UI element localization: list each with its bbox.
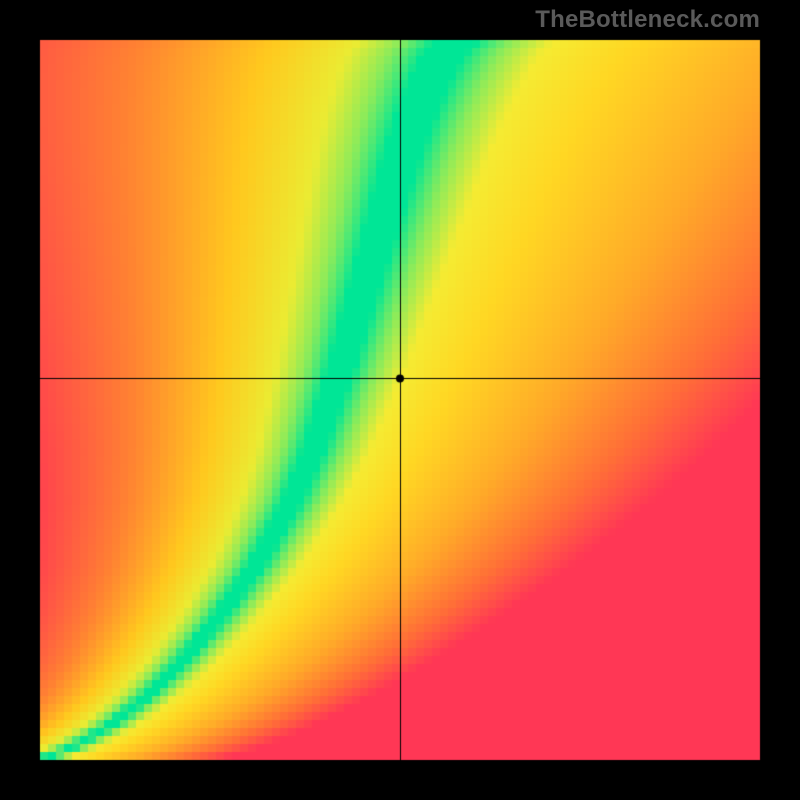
watermark-text: TheBottleneck.com xyxy=(535,6,760,34)
page-root: { "watermark": { "text": "TheBottleneck.… xyxy=(0,0,800,800)
bottleneck-heatmap xyxy=(0,0,800,800)
